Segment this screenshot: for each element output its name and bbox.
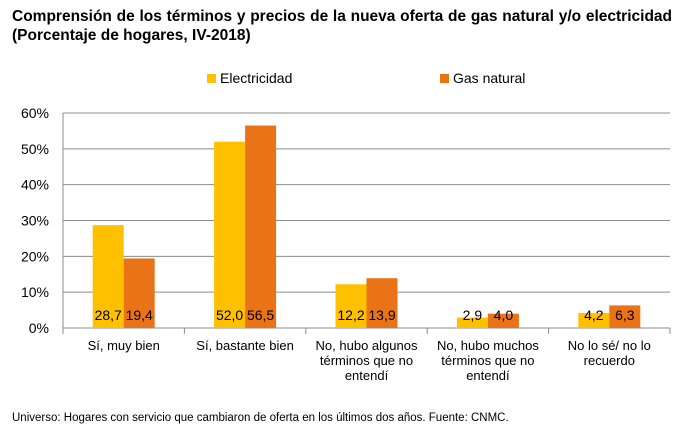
x-category-label: No lo sé/ no lo recuerdo <box>568 338 651 368</box>
x-category-label: Sí, bastante bien <box>196 338 294 353</box>
data-label: 19,4 <box>126 307 153 323</box>
legend-swatch <box>440 74 449 83</box>
data-label: 13,9 <box>368 307 395 323</box>
x-category-label: No, hubo muchos términos que no entendí <box>437 338 539 383</box>
y-tick-label: 40% <box>21 177 49 193</box>
legend-label: Electricidad <box>220 70 292 86</box>
y-tick-label: 60% <box>21 105 49 121</box>
y-tick-label: 10% <box>21 284 49 300</box>
bar-gas-natural <box>609 305 641 328</box>
data-label: 4,0 <box>494 307 514 323</box>
bar-electricidad <box>578 312 610 328</box>
bar-gas-natural <box>487 313 519 328</box>
bar-electricidad <box>214 141 246 328</box>
chart-title: Comprensión de los términos y precios de… <box>12 8 672 44</box>
y-tick-label: 50% <box>21 141 49 157</box>
data-label: 12,2 <box>337 307 364 323</box>
data-label: 28,7 <box>95 307 122 323</box>
chart-footnote: Universo: Hogares con servicio que cambi… <box>12 412 509 424</box>
data-label: 2,9 <box>463 307 483 323</box>
data-label: 4,2 <box>584 307 604 323</box>
y-tick-label: 20% <box>21 248 49 264</box>
bar-gas-natural <box>366 278 398 328</box>
y-tick-label: 0% <box>29 320 49 336</box>
bar-electricidad <box>335 284 367 328</box>
bar-electricidad <box>92 225 124 328</box>
legend-label: Gas natural <box>453 70 525 86</box>
bar-gas-natural <box>245 125 277 329</box>
bar-electricidad <box>456 317 488 328</box>
legend-swatch <box>207 74 216 83</box>
x-category-label: No, hubo algunos términos que no entendí <box>316 338 418 383</box>
y-tick-label: 30% <box>21 213 49 229</box>
data-label: 52,0 <box>216 307 243 323</box>
bar-gas-natural <box>123 258 155 328</box>
data-label: 6,3 <box>615 307 635 323</box>
data-label: 56,5 <box>247 307 274 323</box>
x-category-label: Sí, muy bien <box>88 338 160 353</box>
